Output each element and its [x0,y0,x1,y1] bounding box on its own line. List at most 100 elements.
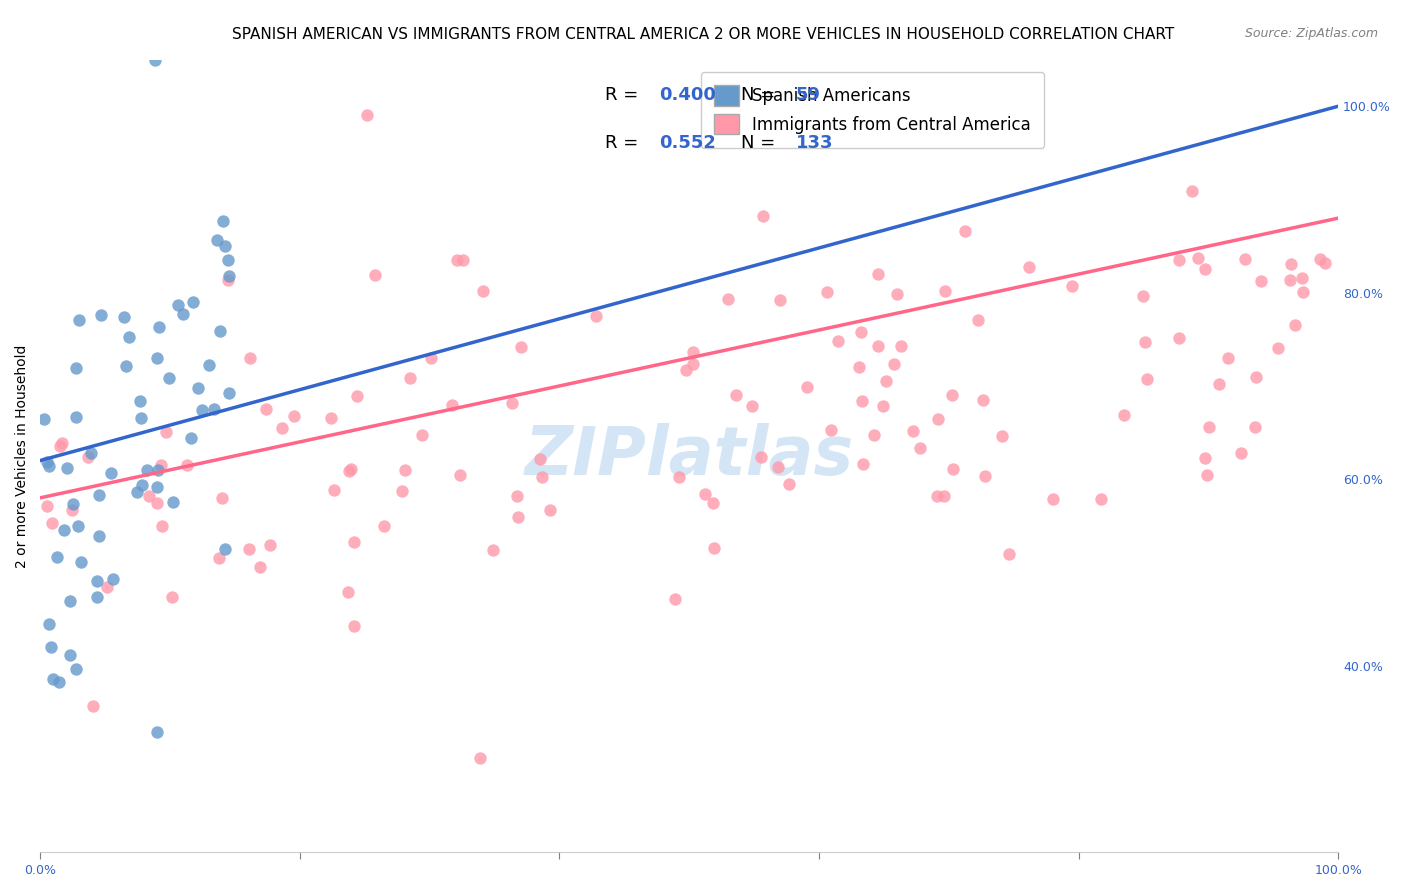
Point [866,339,889,353]
Point [131,411,153,425]
Point [62,497,84,511]
Point [38,458,60,473]
Point [146,496,169,510]
Point [256,402,278,417]
Point [148,463,170,477]
Point [769,293,792,308]
Point [157,371,180,385]
Point [501,396,523,410]
Point [46,549,69,564]
Point [217,252,239,267]
Point [1309,252,1331,266]
Point [668,469,690,483]
Point [59,594,82,608]
Point [682,357,704,371]
Point [35,455,58,469]
Text: 0.400: 0.400 [659,87,716,104]
Point [208,324,231,338]
Point [356,107,378,121]
Point [155,425,177,439]
Point [815,285,838,300]
Point [717,292,740,306]
Point [866,267,889,281]
Point [1292,285,1315,300]
Point [529,451,551,466]
Point [67,313,90,327]
Point [585,309,607,323]
Point [35,500,58,514]
Point [1291,270,1313,285]
Point [953,224,976,238]
Point [145,724,167,739]
Text: 133: 133 [796,134,834,152]
Point [482,542,505,557]
Point [934,285,956,299]
Point [148,319,170,334]
Point [1133,334,1156,349]
Point [337,585,360,599]
Point [990,429,1012,443]
Legend: Spanish Americans, Immigrants from Central America: Spanish Americans, Immigrants from Centr… [700,72,1045,147]
Text: R =: R = [605,87,644,104]
Point [886,286,908,301]
Point [238,541,260,556]
Point [65,410,87,425]
Point [703,541,725,555]
Point [531,470,554,484]
Point [214,239,236,253]
Point [67,519,90,533]
Point [321,410,343,425]
Point [346,389,368,403]
Point [42,672,65,686]
Point [86,574,108,588]
Point [77,450,100,465]
Point [1229,446,1251,460]
Point [145,53,167,67]
Point [901,425,924,439]
Text: ZIPlatlas: ZIPlatlas [524,423,853,489]
Point [749,450,772,464]
Point [218,268,240,283]
Point [1244,420,1267,434]
Point [883,357,905,371]
Text: 59: 59 [796,87,821,104]
Point [138,489,160,503]
Point [41,640,63,654]
Point [506,509,529,524]
Point [1244,370,1267,384]
Point [150,519,173,533]
Point [399,371,422,385]
Text: R =: R = [605,134,644,152]
Point [208,551,231,566]
Point [162,495,184,509]
Point [440,398,463,412]
Point [862,427,884,442]
Point [129,393,152,408]
Point [364,268,387,282]
Point [908,441,931,455]
Point [65,662,87,676]
Point [205,233,228,247]
Point [941,388,963,402]
Point [90,308,112,322]
Point [373,519,395,533]
Point [135,463,157,477]
Point [249,560,271,574]
Point [664,592,686,607]
Point [41,516,63,530]
Point [693,487,716,501]
Point [172,307,194,321]
Point [1114,408,1136,422]
Point [724,388,747,402]
Point [766,459,789,474]
Point [181,295,204,310]
Point [820,423,842,437]
Point [101,573,124,587]
Point [1181,184,1204,198]
Point [752,209,775,223]
Point [1267,341,1289,355]
Point [827,334,849,348]
Text: N =: N = [741,87,782,104]
Point [343,535,366,549]
Point [967,313,990,327]
